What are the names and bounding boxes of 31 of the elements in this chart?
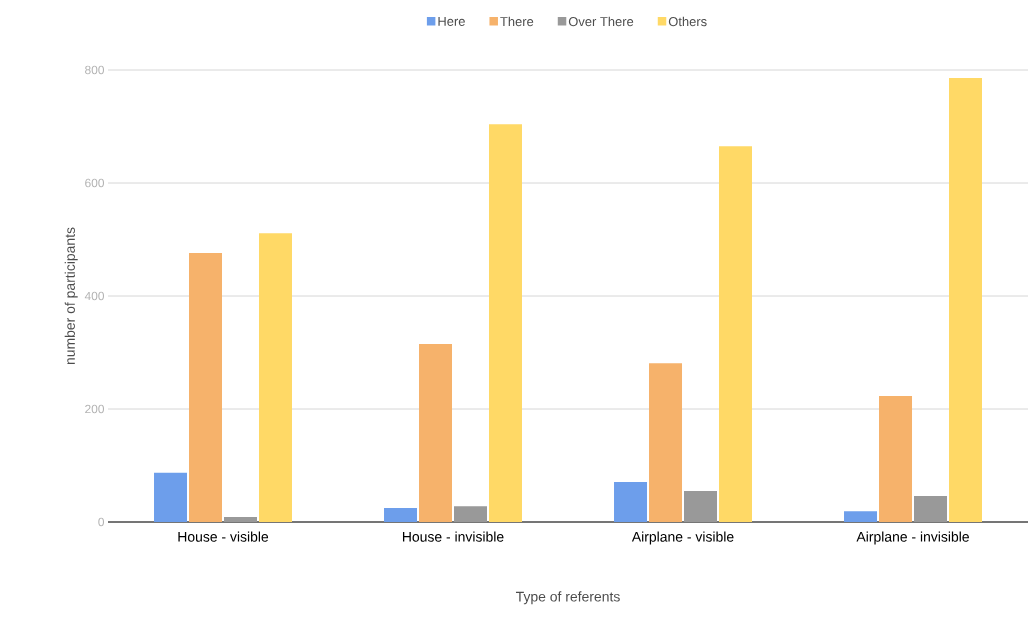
y-tick-label: 600 (85, 178, 105, 188)
y-tick-label: 400 (84, 291, 105, 301)
bar (649, 363, 683, 522)
bar (189, 253, 222, 522)
bar (154, 472, 188, 522)
x-tick-label: House - invisible (402, 531, 504, 542)
bar (879, 396, 913, 522)
bar (914, 496, 948, 522)
bar (949, 77, 982, 522)
bar (488, 124, 522, 522)
y-tick-label: 0 (98, 517, 105, 527)
bar (719, 146, 752, 522)
bar (384, 507, 418, 522)
bar (224, 516, 257, 522)
bar (684, 490, 717, 522)
y-axis-title: number of participants (64, 227, 78, 365)
bar (258, 233, 292, 522)
y-tick-label: 200 (85, 404, 105, 414)
legend-label: There (500, 16, 534, 27)
x-tick-label: House - visible (178, 531, 269, 542)
legend-label: Others (668, 16, 707, 27)
bar (844, 511, 878, 522)
y-tick-label: 800 (85, 65, 105, 75)
bar (614, 481, 648, 522)
bar (454, 506, 487, 522)
x-tick-label: Airplane - visible (631, 531, 734, 545)
legend-label: Here (438, 16, 465, 26)
x-axis-title: Type of referents (515, 591, 620, 605)
legend-label: Over There (568, 16, 634, 27)
x-tick-label: Airplane - invisible (856, 531, 969, 545)
bar (419, 344, 453, 522)
